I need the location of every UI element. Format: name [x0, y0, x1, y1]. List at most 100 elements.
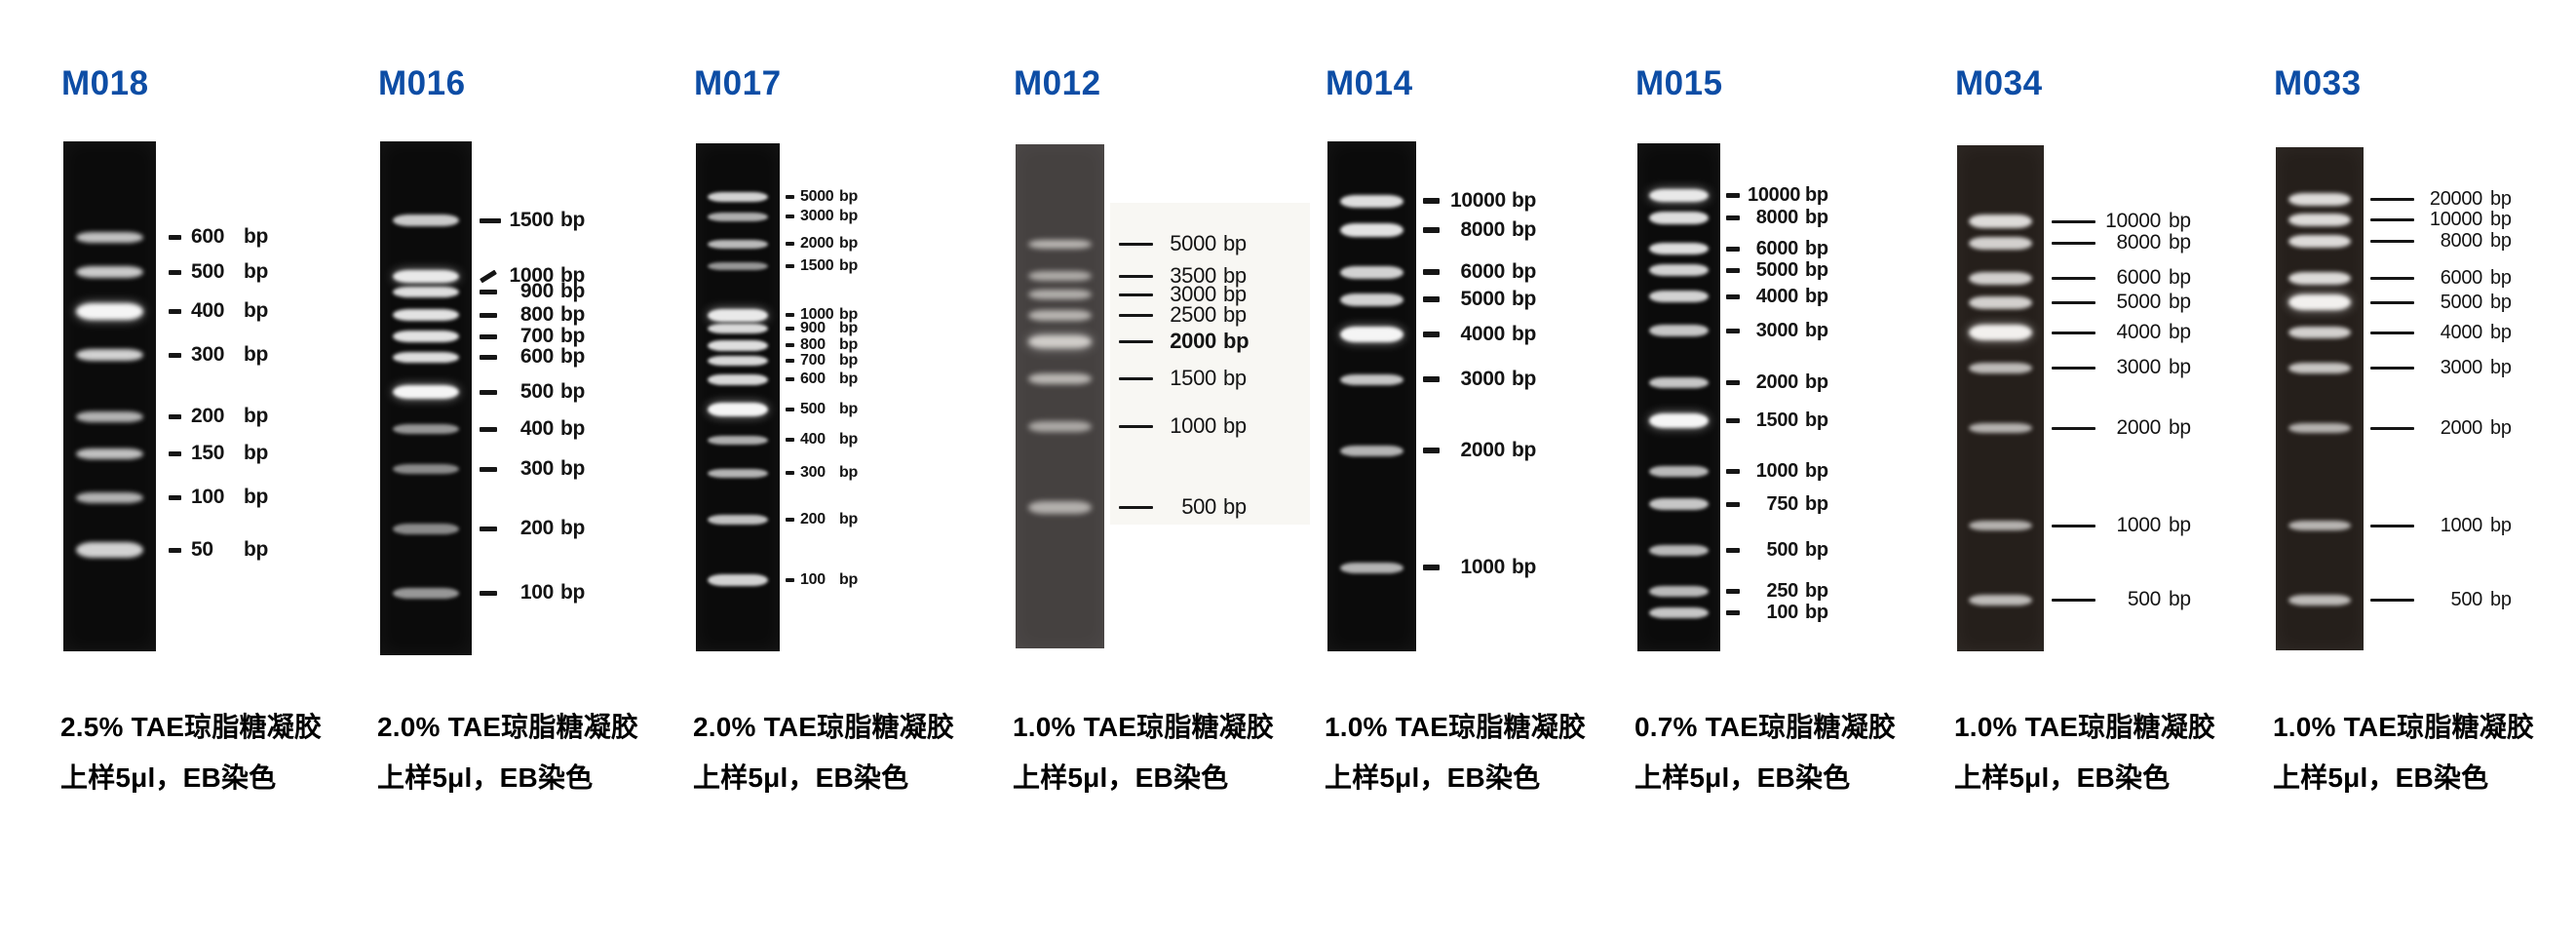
band-size-unit: bp — [839, 320, 858, 336]
gel-band-50bp — [76, 542, 143, 558]
band-size-number: 8000 — [2440, 229, 2483, 252]
band-tick-800bp — [480, 312, 497, 318]
band-size-label-1000bp: 1000 bp — [501, 260, 585, 292]
band-tick-200bp — [169, 413, 181, 419]
band-size-label-100bp: 100 bp — [800, 568, 858, 592]
band-size-number: 10000 — [2105, 210, 2161, 232]
band-size-number: 100 — [519, 581, 554, 604]
band-size-number: 2000 — [1170, 329, 1216, 353]
gel-band-2000bp — [708, 239, 768, 249]
band-size-label-4000bp: 4000 bp — [2422, 318, 2512, 347]
band-size-label-3500bp: 3500 bp — [1160, 260, 1247, 293]
gel-band-300bp — [393, 464, 459, 474]
band-tick-250bp — [1726, 588, 1740, 594]
gel-band-600bp — [708, 373, 768, 385]
band-size-label-1000bp: 1000 bp — [1748, 456, 1828, 486]
gel-band-200bp — [76, 410, 143, 422]
gel-band-8000bp — [1339, 223, 1404, 237]
gel-image — [1637, 143, 1720, 651]
gel-image — [1957, 145, 2044, 651]
band-tick-2000bp — [1119, 339, 1153, 343]
band-size-unit: bp — [244, 486, 269, 508]
gel-band-200bp — [393, 523, 459, 534]
band-size-number: 3000 — [1755, 319, 1799, 341]
gel-band-20000bp — [2288, 192, 2352, 206]
band-size-label-3000bp: 3000 bp — [1160, 279, 1247, 311]
band-size-number: 600 — [800, 371, 826, 387]
gel-band-500bp — [1648, 544, 1710, 556]
band-tick-500bp — [786, 408, 794, 411]
band-size-unit: bp — [2169, 416, 2191, 439]
caption-loading: 上样5μl，EB染色 — [60, 762, 277, 793]
gel-band-900bp — [708, 324, 768, 333]
gel-band-100bp — [1648, 606, 1710, 618]
caption-gel-type: 1.0% TAE琼脂糖凝胶 — [1325, 712, 1587, 742]
band-tick-1000bp — [1726, 468, 1740, 474]
band-size-label-1000bp: 1000 bp — [2422, 511, 2512, 540]
band-size-number: 500 — [191, 260, 225, 283]
caption-gel-type: 1.0% TAE琼脂糖凝胶 — [2273, 712, 2535, 742]
band-size-number: 500 — [519, 380, 554, 403]
band-size-number: 3000 — [1170, 282, 1216, 306]
band-size-number: 5000 — [1460, 288, 1505, 310]
band-size-number: 3000 — [1460, 368, 1505, 390]
band-size-label-5000bp: 5000 bp — [1450, 284, 1536, 315]
band-tick-10000bp — [1726, 192, 1740, 198]
band-size-unit: bp — [2490, 229, 2512, 252]
band-tick-5000bp — [1119, 242, 1153, 246]
gel-band-1500bp — [708, 262, 768, 270]
band-size-unit: bp — [1805, 285, 1828, 307]
band-size-number: 1000 — [800, 306, 834, 323]
panel-title: M015 — [1635, 64, 1723, 102]
gel-band-500bp — [76, 266, 143, 278]
band-size-unit: bp — [839, 188, 858, 205]
band-size-label-2000bp: 2000 bp — [1450, 435, 1536, 466]
band-size-number: 100 — [1766, 601, 1799, 623]
panel-title: M017 — [694, 64, 782, 102]
band-size-label-2000bp: 2000 bp — [1748, 368, 1828, 397]
band-tick-1000bp — [2370, 524, 2414, 527]
band-size-label-3000bp: 3000 bp — [1748, 316, 1828, 345]
band-size-label-150bp: 150 bp — [191, 438, 268, 469]
band-size-number: 1000 — [509, 264, 554, 287]
band-size-label-600bp: 600 bp — [501, 341, 586, 372]
band-size-label-5000bp: 5000 bp — [2104, 287, 2191, 318]
gel-band-500bp — [1969, 594, 2032, 605]
band-size-number: 400 — [191, 299, 225, 322]
band-tick-2000bp — [786, 242, 794, 246]
band-tick-4000bp — [1423, 332, 1440, 337]
band-size-label-500bp: 500 bp — [800, 398, 858, 421]
band-size-label-700bp: 700 bp — [800, 349, 858, 372]
band-size-unit: bp — [1512, 368, 1537, 390]
gel-band-400bp — [76, 302, 143, 320]
band-tick-1000bp — [1119, 424, 1153, 428]
band-size-number: 250 — [1766, 579, 1799, 602]
band-size-unit: bp — [560, 417, 586, 440]
band-tick-1000bp — [480, 269, 497, 283]
band-size-unit: bp — [1512, 260, 1537, 283]
band-size-label-250bp: 250 bp — [1748, 576, 1829, 605]
band-size-number: 1500 — [1755, 409, 1799, 431]
gel-band-6000bp — [1969, 271, 2032, 285]
band-size-unit: bp — [1223, 302, 1247, 327]
band-tick-4000bp — [1726, 293, 1740, 299]
band-size-unit: bp — [839, 257, 858, 274]
band-size-label-200bp: 200 bp — [800, 508, 858, 531]
gel-band-200bp — [708, 515, 768, 525]
band-size-number: 6000 — [1755, 237, 1799, 259]
ladder-panel-m015: M015 0.7% TAE琼脂糖凝胶 上样5μl，EB染色 10000 bp 800… — [1626, 0, 1947, 937]
band-size-number: 1500 — [509, 209, 554, 231]
band-size-label-3000bp: 3000 bp — [2422, 353, 2512, 382]
caption-loading: 上样5μl，EB染色 — [1954, 762, 2171, 793]
band-size-number: 900 — [800, 320, 826, 336]
band-size-number: 4000 — [1460, 323, 1505, 345]
gel-band-1500bp — [1648, 412, 1710, 428]
band-size-label-400bp: 400 bp — [800, 428, 858, 451]
band-size-unit: bp — [1223, 366, 1247, 390]
band-size-label-300bp: 300 bp — [800, 461, 858, 485]
band-tick-2000bp — [1423, 448, 1440, 453]
gel-band-600bp — [76, 231, 143, 243]
gel-band-900bp — [393, 286, 459, 297]
band-tick-1500bp — [1726, 417, 1740, 423]
gel-image — [1327, 141, 1416, 651]
